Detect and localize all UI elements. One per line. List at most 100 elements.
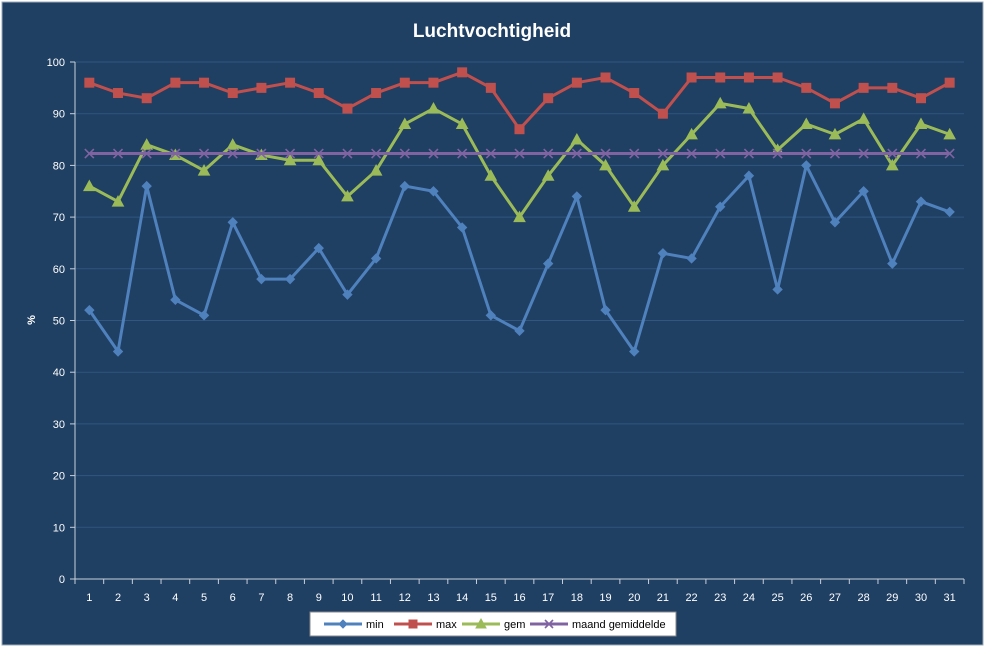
x-tick-label-16: 16: [513, 592, 525, 604]
point-min-12: [399, 180, 410, 192]
x-tick-label-19: 19: [599, 592, 611, 604]
series-min: [84, 160, 955, 357]
point-max-3: [141, 93, 152, 104]
x-tick-label-18: 18: [571, 592, 583, 604]
point-gem-24: [742, 101, 756, 114]
x-tick-label-4: 4: [172, 592, 178, 604]
x-tick-label-23: 23: [714, 592, 726, 604]
point-max-5: [199, 77, 210, 88]
x-tick-label-26: 26: [800, 592, 812, 604]
point-gem-2: [111, 195, 125, 207]
point-maand-gemiddelde-16: [514, 148, 525, 159]
y-tick-label-20: 20: [53, 471, 65, 483]
x-tick-label-8: 8: [287, 592, 293, 604]
x-tick-label-3: 3: [144, 592, 150, 604]
point-maand-gemiddelde-14: [457, 148, 468, 159]
point-gem-9: [312, 153, 326, 166]
point-gem-26: [799, 117, 813, 130]
point-min-5: [198, 310, 210, 321]
y-tick-labels: 0 10 20 30 40 50 60 70 80 90 100: [47, 57, 65, 586]
point-maand-gemiddelde-23: [715, 148, 726, 159]
point-gem-15: [484, 169, 498, 181]
point-max-1: [84, 77, 95, 88]
point-maand-gemiddelde-5: [198, 148, 210, 159]
legend: min max gem maand gemiddelde: [309, 611, 677, 637]
point-max-22: [686, 72, 697, 83]
point-max-19: [600, 72, 611, 83]
point-maand-gemiddelde-13: [428, 148, 439, 159]
legend-marker-gem: [475, 617, 487, 629]
x-tick-label-24: 24: [743, 592, 755, 604]
y-tick-label-70: 70: [53, 212, 65, 224]
point-maand-gemiddelde-24: [743, 148, 754, 159]
point-gem-17: [541, 169, 555, 181]
point-gem-1: [82, 179, 96, 192]
x-tick-label-22: 22: [685, 592, 697, 604]
point-min-19: [600, 304, 611, 316]
legend-marker-maand-gemiddelde: [544, 619, 554, 629]
point-max-18: [571, 77, 582, 88]
y-tick-label-50: 50: [53, 316, 65, 328]
x-tick-label-27: 27: [829, 592, 841, 604]
point-gem-13: [427, 101, 440, 114]
point-maand-gemiddelde-1: [84, 148, 95, 159]
point-gem-30: [914, 117, 928, 130]
x-tick-label-30: 30: [915, 592, 927, 604]
x-tick-label-29: 29: [886, 592, 898, 604]
point-max-31: [944, 77, 955, 88]
point-min-11: [370, 253, 382, 264]
point-gem-20: [627, 200, 641, 212]
point-max-14: [457, 67, 468, 78]
gridlines: [75, 61, 964, 528]
point-maand-gemiddelde-20: [629, 148, 640, 159]
point-maand-gemiddelde-22: [686, 148, 697, 159]
y-tick-label-40: 40: [53, 367, 65, 379]
point-max-26: [801, 82, 812, 93]
point-max-2: [113, 88, 124, 99]
point-min-23: [715, 201, 726, 212]
x-tick-label-9: 9: [316, 592, 322, 604]
point-gem-18: [570, 133, 584, 145]
x-tick-label-25: 25: [771, 592, 783, 604]
point-maand-gemiddelde-6: [227, 148, 238, 159]
point-maand-gemiddelde-29: [887, 148, 898, 159]
y-tick-label-30: 30: [53, 419, 65, 431]
x-tick-label-11: 11: [370, 592, 381, 604]
x-tick-label-5: 5: [201, 592, 207, 604]
point-min-4: [170, 294, 181, 306]
series-maand-gemiddelde: [84, 148, 955, 159]
series-group: [82, 67, 957, 357]
point-min-9: [313, 242, 324, 254]
point-maand-gemiddelde-17: [543, 148, 554, 159]
point-min-17: [542, 258, 554, 269]
point-max-17: [543, 93, 554, 104]
point-maand-gemiddelde-26: [801, 148, 812, 159]
x-tick-label-28: 28: [858, 592, 870, 604]
point-max-25: [772, 72, 783, 83]
point-maand-gemiddelde-4: [170, 148, 181, 159]
x-tick-label-10: 10: [341, 592, 353, 604]
legend-marker-min: [338, 619, 348, 629]
y-tick-label-100: 100: [47, 57, 65, 69]
point-min-15: [485, 310, 497, 321]
point-maand-gemiddelde-2: [112, 148, 124, 159]
point-max-15: [485, 82, 496, 93]
point-gem-19: [599, 158, 612, 171]
y-tick-label-60: 60: [53, 264, 65, 276]
point-gem-28: [857, 112, 870, 124]
axes: [70, 61, 965, 584]
x-tick-label-12: 12: [399, 592, 411, 604]
x-tick-label-6: 6: [230, 592, 236, 604]
point-max-4: [170, 77, 181, 88]
point-min-25: [772, 284, 783, 295]
point-min-24: [743, 170, 755, 181]
legend-label-maand-gemiddelde: maand gemiddelde: [572, 619, 666, 631]
point-min-8: [284, 273, 296, 285]
point-max-12: [399, 77, 410, 88]
y-tick-label-10: 10: [53, 522, 65, 534]
point-maand-gemiddelde-25: [772, 148, 783, 159]
point-min-13: [428, 186, 439, 197]
point-gem-8: [283, 153, 297, 166]
